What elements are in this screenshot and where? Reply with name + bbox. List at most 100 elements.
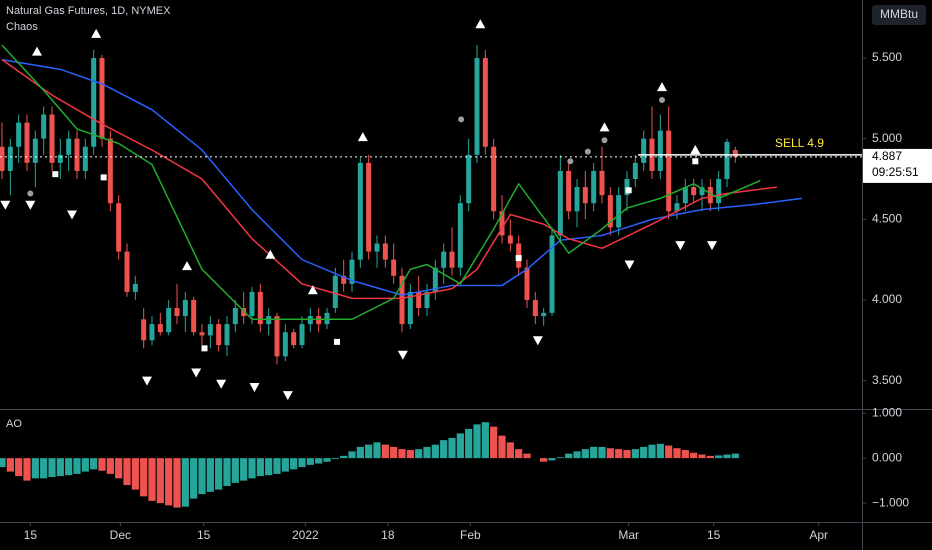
candle-body bbox=[266, 316, 272, 325]
ao-bar bbox=[256, 458, 264, 477]
marker-squares bbox=[692, 158, 699, 165]
ao-bar bbox=[98, 458, 106, 471]
x-tick-label: Mar bbox=[618, 528, 639, 542]
ao-bar bbox=[473, 424, 481, 459]
ao-bar bbox=[506, 442, 514, 459]
marker-down-fractals bbox=[675, 241, 686, 251]
candle-body bbox=[74, 138, 80, 171]
marker-squares bbox=[625, 187, 632, 194]
candle-body bbox=[91, 58, 97, 147]
ao-bar bbox=[0, 458, 6, 468]
ao-bar bbox=[240, 458, 248, 481]
marker-down-fractals bbox=[249, 383, 260, 393]
ao-bar bbox=[481, 422, 489, 459]
candle-body bbox=[582, 187, 588, 204]
ao-bar bbox=[431, 444, 439, 459]
last-price-label: 4.887 bbox=[872, 149, 902, 163]
unit-box[interactable] bbox=[872, 5, 926, 25]
ao-bar bbox=[15, 458, 23, 477]
ao-bar bbox=[273, 458, 281, 474]
ao-bar bbox=[190, 458, 198, 499]
ao-bar bbox=[356, 446, 364, 459]
ao-bar bbox=[631, 449, 639, 459]
candle-body bbox=[116, 203, 122, 252]
candle-body bbox=[299, 324, 305, 346]
ao-bar bbox=[106, 458, 114, 474]
candle-body bbox=[249, 291, 255, 317]
y-tick-label: 5.000 bbox=[872, 131, 902, 145]
candle-body bbox=[41, 114, 47, 139]
candle-body bbox=[407, 291, 413, 325]
marker-down-fractals bbox=[624, 260, 635, 270]
ao-bar bbox=[81, 458, 89, 472]
candle-body bbox=[132, 283, 138, 292]
marker-dots bbox=[27, 190, 34, 197]
candle-body bbox=[616, 195, 622, 228]
ao-bar bbox=[731, 453, 739, 459]
ao-bar bbox=[365, 444, 373, 459]
ao-bar bbox=[31, 458, 39, 479]
candle-body bbox=[166, 308, 172, 333]
ao-bar bbox=[681, 450, 689, 459]
ao-bar bbox=[40, 458, 48, 479]
candle-body bbox=[716, 179, 722, 204]
ao-bar bbox=[198, 458, 206, 495]
marker-down-fractals bbox=[142, 376, 152, 386]
alligator-line bbox=[1, 44, 761, 321]
ao-bar bbox=[723, 454, 731, 459]
ao-bar bbox=[181, 458, 189, 507]
candle-body bbox=[0, 146, 5, 171]
candle-body bbox=[666, 130, 672, 212]
ao-bar bbox=[173, 458, 181, 508]
candle-body bbox=[149, 324, 155, 341]
candle-body bbox=[7, 146, 13, 171]
candle-body bbox=[57, 154, 63, 163]
candle-body bbox=[224, 324, 230, 346]
candle-body bbox=[482, 58, 488, 147]
candle-body bbox=[524, 267, 530, 300]
marker-down-fractals bbox=[282, 391, 293, 401]
ao-bar bbox=[515, 449, 523, 459]
candle-body bbox=[591, 170, 597, 204]
x-tick-label: 15 bbox=[197, 528, 211, 542]
candle-body bbox=[349, 259, 355, 284]
ao-bar bbox=[306, 458, 314, 465]
marker-dots bbox=[584, 148, 591, 155]
ao-bar bbox=[565, 453, 573, 459]
ao-bar bbox=[206, 458, 214, 492]
ao-bar bbox=[673, 448, 681, 459]
marker-dots bbox=[567, 158, 574, 165]
ao-bar bbox=[623, 450, 631, 459]
marker-down-fractals bbox=[0, 200, 11, 210]
ao-bar bbox=[156, 458, 164, 504]
ao-bar bbox=[390, 446, 398, 459]
unit-label[interactable]: MMBtu bbox=[880, 7, 918, 21]
candle-body bbox=[324, 312, 330, 325]
marker-up-fractals bbox=[357, 132, 368, 142]
candle-body bbox=[391, 259, 397, 276]
candle-body bbox=[574, 187, 580, 212]
candle-body bbox=[49, 114, 55, 163]
candle-body bbox=[82, 146, 88, 171]
candle-body bbox=[457, 203, 463, 268]
y-tick-label: 5.500 bbox=[872, 50, 902, 64]
ao-bar bbox=[606, 448, 614, 459]
candle-body bbox=[199, 332, 205, 336]
candle-body bbox=[232, 308, 238, 325]
candle-body bbox=[157, 324, 163, 333]
candle-body bbox=[632, 162, 638, 180]
candle-body bbox=[532, 299, 538, 317]
ao-bar bbox=[581, 449, 589, 459]
candle-body bbox=[332, 275, 338, 309]
marker-down-fractals bbox=[25, 200, 36, 210]
ao-bar bbox=[640, 446, 648, 459]
marker-up-fractals bbox=[91, 28, 102, 38]
ao-bar bbox=[323, 458, 331, 462]
marker-dots bbox=[458, 116, 465, 123]
ao-bar bbox=[698, 454, 706, 459]
candle-body bbox=[107, 138, 113, 204]
x-tick-label: Apr bbox=[809, 528, 828, 542]
ao-bar bbox=[231, 458, 239, 483]
ao-bar bbox=[340, 455, 348, 459]
